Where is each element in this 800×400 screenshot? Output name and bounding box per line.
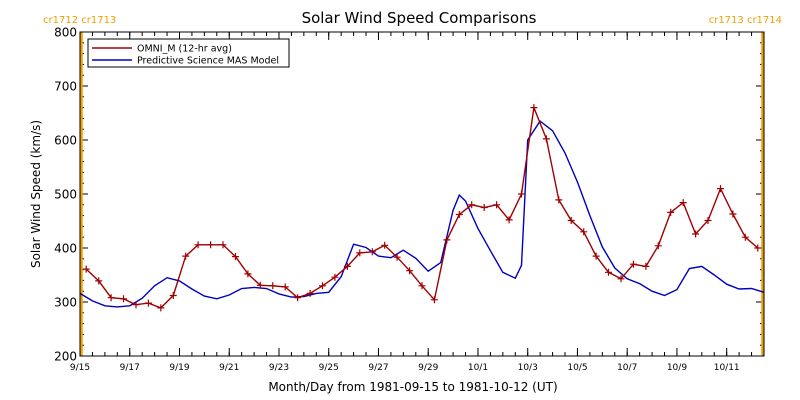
- data-point-omni: [542, 135, 550, 143]
- data-point-omni: [120, 295, 127, 303]
- data-point-omni: [667, 208, 675, 216]
- data-point-omni: [269, 282, 277, 290]
- data-point-omni: [592, 252, 600, 260]
- x-tick-label: 9/25: [319, 363, 339, 373]
- data-point-omni: [654, 242, 662, 250]
- data-point-omni: [281, 283, 289, 291]
- x-tick-label: 10/1: [468, 363, 488, 373]
- data-point-omni: [754, 244, 762, 252]
- x-tick-label: 10/5: [567, 363, 587, 373]
- data-point-omni: [194, 241, 202, 249]
- data-point-omni: [182, 252, 190, 260]
- series-line-mas: [79, 120, 765, 308]
- legend-label-omni: OMNI_M (12-hr avg): [137, 44, 232, 55]
- legend-label-mas: Predictive Science MAS Model: [137, 56, 279, 67]
- axes: 200 300 400 500 600 700 800 9/15 9/17 9/19 9/21 9/2…: [54, 26, 765, 373]
- data-point-omni: [555, 196, 563, 204]
- data-point-omni: [505, 216, 513, 224]
- data-point-omni: [692, 230, 700, 238]
- x-axis-label: Month/Day from 1981-09-15 to 1981-10-12 …: [268, 380, 557, 394]
- y-tick-label: 300: [54, 296, 77, 310]
- data-point-omni: [493, 201, 501, 209]
- x-tick-label: 10/11: [714, 363, 740, 373]
- y-tick-label: 700: [54, 80, 77, 94]
- data-point-omni: [107, 294, 115, 302]
- data-point-omni: [169, 292, 177, 299]
- y-tick-label: 800: [54, 26, 77, 40]
- x-tick-label: 9/17: [120, 363, 140, 373]
- x-tick-label: 10/9: [667, 363, 687, 373]
- data-point-omni: [430, 296, 438, 304]
- data-point-omni: [306, 289, 314, 297]
- data-point-omni: [95, 277, 103, 285]
- data-point-omni: [443, 236, 451, 244]
- series-layer: [79, 104, 765, 312]
- data-point-omni: [343, 262, 351, 270]
- data-point-omni: [232, 253, 239, 261]
- data-point-omni: [381, 241, 389, 249]
- data-point-omni: [418, 282, 426, 290]
- x-tick-label: 9/21: [219, 363, 239, 373]
- y-tick-label: 500: [54, 188, 77, 202]
- data-point-omni: [132, 301, 140, 309]
- y-tick-label: 200: [54, 350, 77, 364]
- data-point-omni: [480, 204, 488, 211]
- data-point-omni: [530, 104, 538, 112]
- data-point-omni: [704, 217, 712, 224]
- data-point-omni: [319, 282, 326, 290]
- y-tick-label: 600: [54, 134, 77, 148]
- carrington-label-left: cr1712 cr1713: [43, 15, 116, 26]
- data-point-omni: [729, 210, 737, 218]
- data-point-omni: [567, 217, 575, 224]
- carrington-label-right: cr1713 cr1714: [709, 15, 782, 26]
- carrington-markers: [80, 32, 764, 356]
- chart-title: Solar Wind Speed Comparisons: [302, 9, 537, 27]
- plot-frame: [79, 31, 765, 357]
- data-point-omni: [244, 270, 252, 278]
- x-tick-label: 9/19: [169, 363, 189, 373]
- legend: OMNI_M (12-hr avg) Predictive Science MA…: [87, 38, 290, 68]
- data-point-omni: [406, 267, 414, 275]
- legend-box: [87, 38, 290, 68]
- y-tick-label: 400: [54, 242, 77, 256]
- data-point-omni: [207, 241, 215, 249]
- data-point-omni: [157, 304, 165, 312]
- data-point-omni: [256, 281, 264, 289]
- data-point-omni: [393, 253, 401, 261]
- data-point-omni: [468, 201, 476, 209]
- data-point-omni: [455, 211, 463, 218]
- data-point-omni: [518, 190, 525, 198]
- data-point-omni: [741, 233, 749, 241]
- data-point-omni: [144, 299, 152, 307]
- data-point-omni: [219, 241, 227, 249]
- x-tick-label: 9/23: [269, 363, 289, 373]
- data-point-omni: [717, 185, 724, 193]
- data-point-omni: [580, 228, 588, 236]
- data-point-omni: [368, 248, 376, 256]
- data-point-omni: [617, 275, 625, 283]
- data-point-omni: [629, 260, 637, 268]
- data-point-omni: [82, 265, 90, 273]
- x-tick-label: 10/7: [617, 363, 637, 373]
- data-point-omni: [331, 273, 339, 281]
- data-point-omni: [642, 262, 650, 270]
- data-point-omni: [356, 249, 364, 257]
- plot-frame-layer: [79, 31, 765, 357]
- y-axis-label: Solar Wind Speed (km/s): [29, 120, 43, 268]
- data-point-omni: [294, 294, 302, 302]
- x-tick-label: 9/27: [368, 363, 388, 373]
- data-point-omni: [605, 268, 612, 276]
- x-tick-label: 9/29: [418, 363, 438, 373]
- x-tick-label: 9/15: [70, 363, 90, 373]
- data-point-omni: [679, 199, 687, 207]
- x-tick-label: 10/3: [518, 363, 538, 373]
